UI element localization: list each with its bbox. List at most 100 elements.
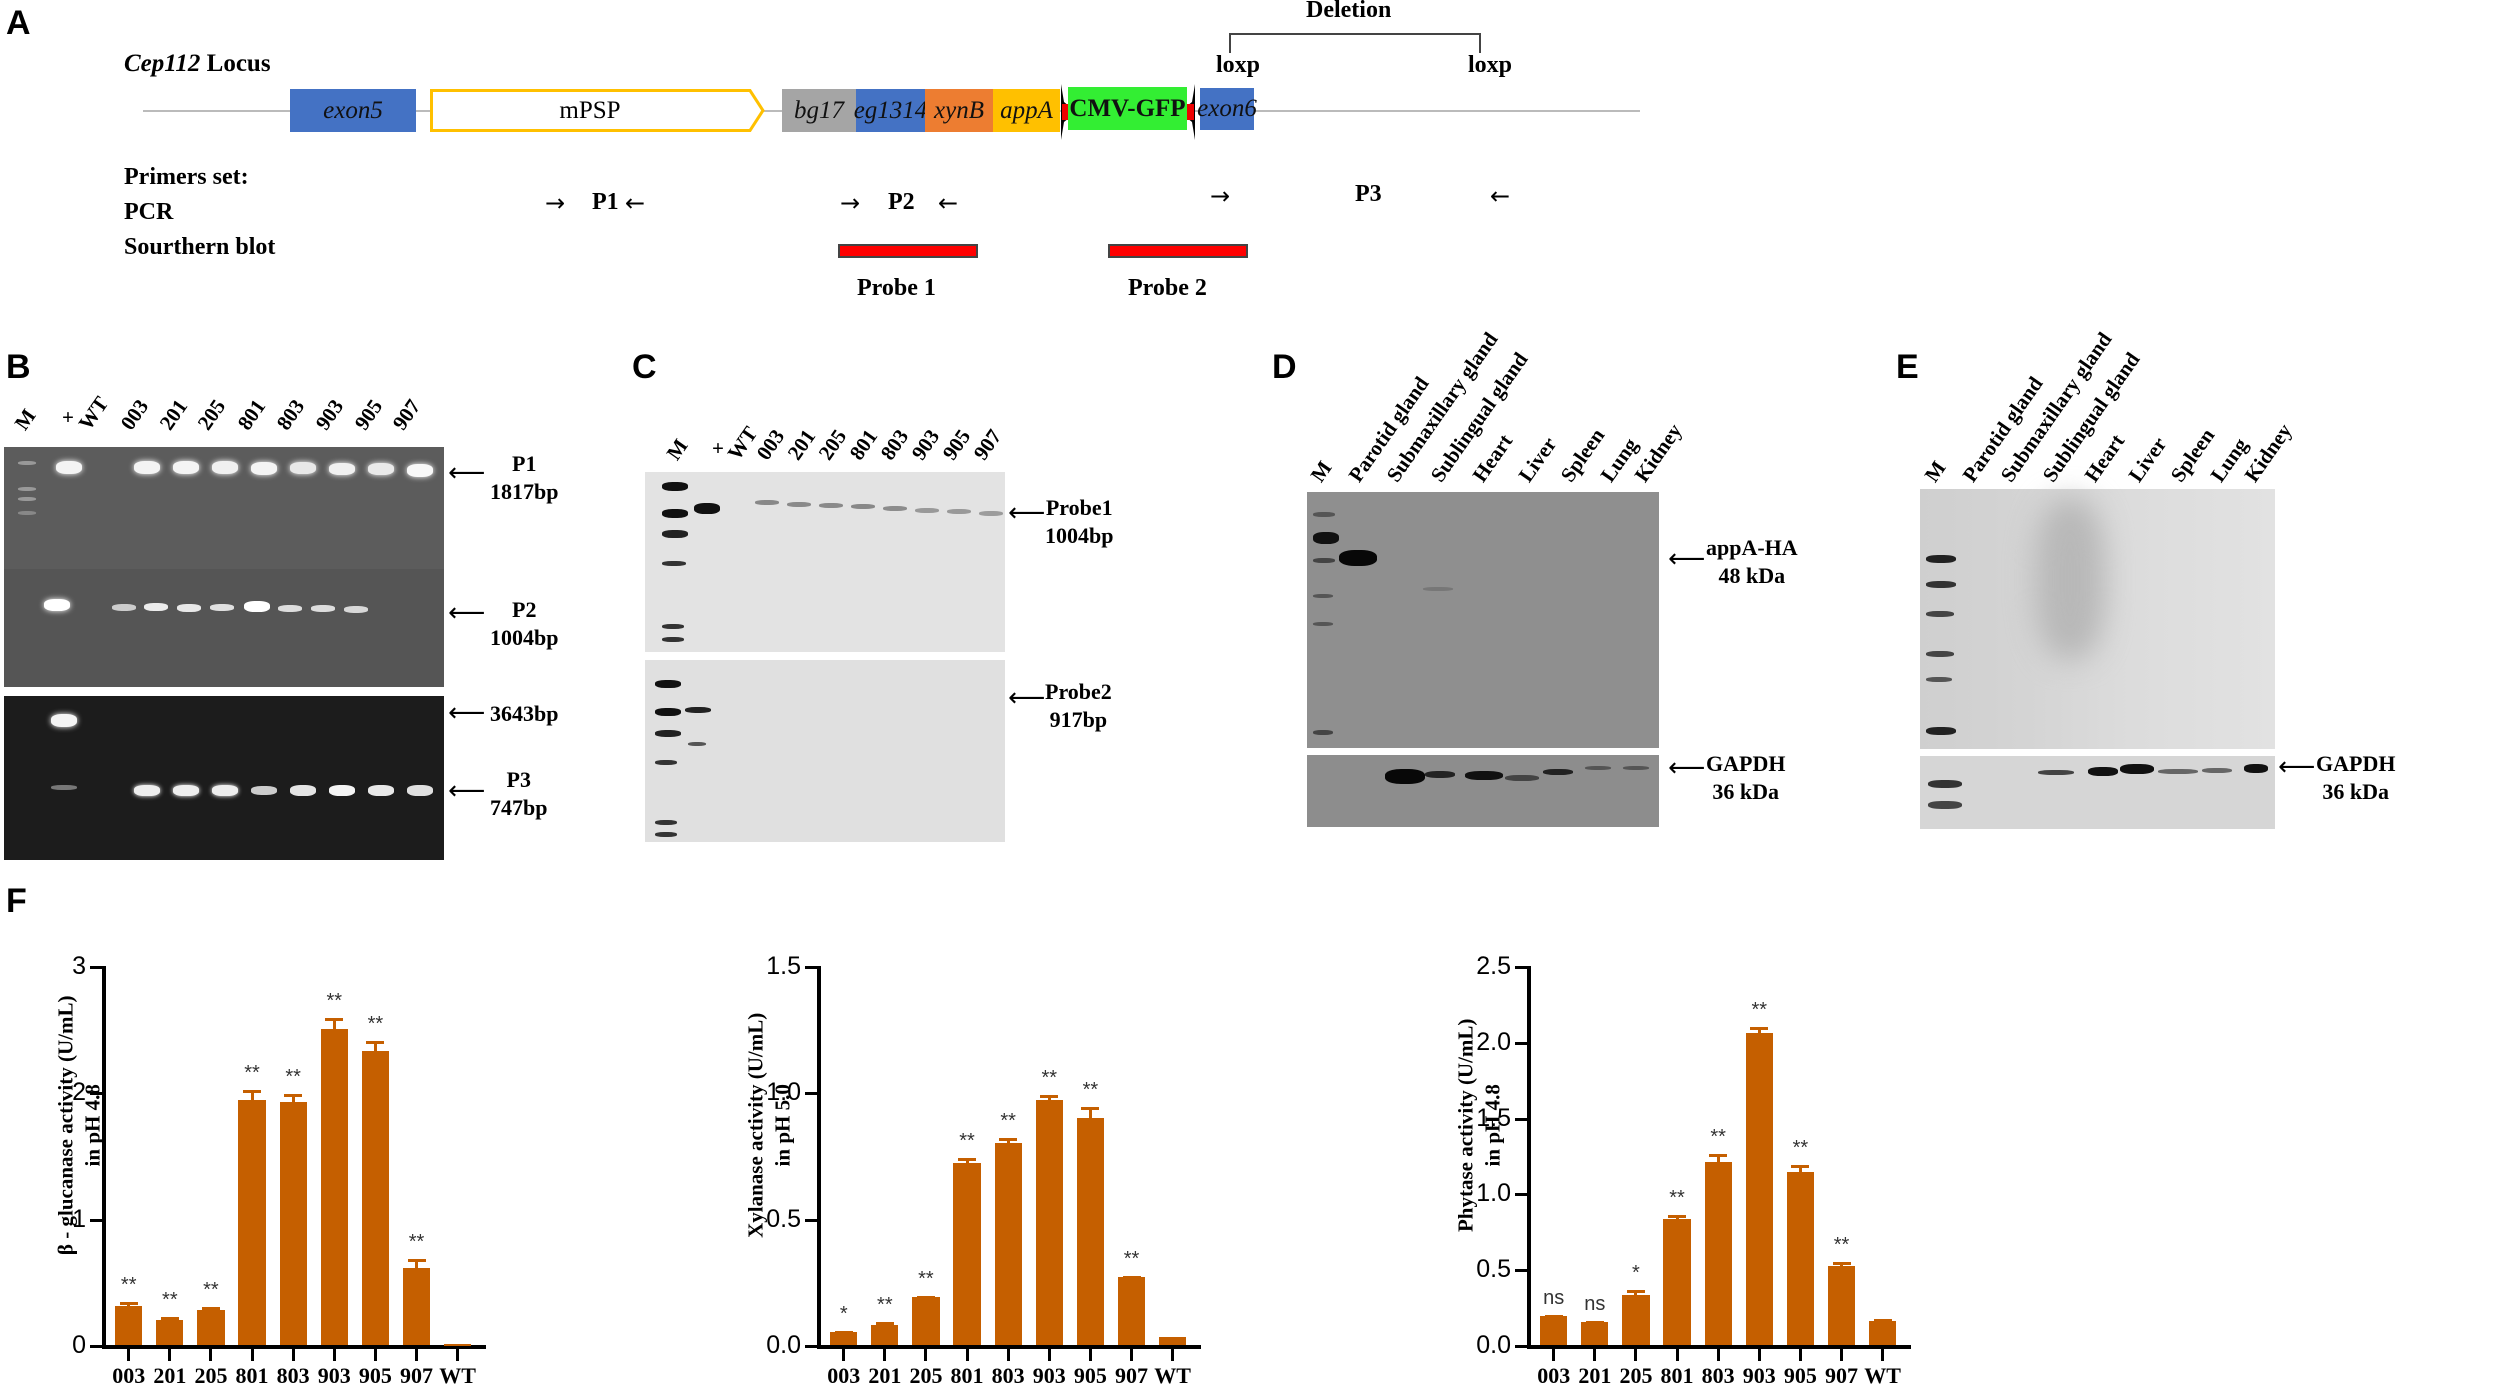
gel-band <box>134 785 160 796</box>
ladder-band <box>1926 651 1954 657</box>
x-tick <box>1552 1349 1556 1361</box>
ladder-band <box>662 624 684 629</box>
gel-band <box>173 785 199 796</box>
x-tick <box>842 1349 846 1361</box>
western-blot-appa <box>1307 492 1659 748</box>
ladder-band <box>662 637 684 642</box>
x-tick-label: 903 <box>1032 1363 1066 1388</box>
gapdh-band <box>2120 764 2154 774</box>
x-tick-label: 907 <box>1115 1363 1148 1388</box>
x-tick-label: 803 <box>1701 1363 1735 1388</box>
x-tick <box>1006 1349 1010 1361</box>
error-bar-cap <box>1122 1275 1141 1279</box>
error-bar <box>1757 1026 1761 1033</box>
western-blot-gapdh <box>1307 755 1659 827</box>
protein-name: appA-HA <box>1706 535 1798 560</box>
x-tick-label: 907 <box>1825 1363 1858 1388</box>
significance-marker: ** <box>1751 998 1768 1021</box>
x-tick-label: 201 <box>153 1363 187 1388</box>
lane-label: + <box>712 436 724 460</box>
y-axis <box>1527 966 1531 1347</box>
blot-band <box>851 504 875 509</box>
lane-label: 801 <box>232 394 271 435</box>
x-tick-label: 803 <box>991 1363 1025 1388</box>
faint-band <box>1423 587 1453 591</box>
x-tick <box>965 1349 969 1361</box>
gel-p1 <box>4 447 444 583</box>
x-tick-label: 003 <box>827 1363 861 1388</box>
lane-label: 905 <box>349 394 388 435</box>
significance-marker: ns <box>1584 1292 1606 1315</box>
significance-marker: ** <box>1123 1247 1140 1270</box>
significance-marker: ** <box>1792 1136 1809 1159</box>
y-tick <box>90 1345 102 1348</box>
bar <box>912 1296 940 1345</box>
bar <box>197 1309 225 1345</box>
x-tick-label: 903 <box>317 1363 351 1388</box>
y-tick <box>1515 1345 1527 1348</box>
lane-label: 003 <box>751 424 790 465</box>
x-tick <box>209 1349 213 1361</box>
product-size: 1817bp <box>490 478 559 504</box>
y-tick-label: 1.5 <box>1476 1103 1511 1132</box>
y-tick-label: 1 <box>72 1204 86 1233</box>
y-tick-label: 1.0 <box>766 1078 801 1107</box>
bar <box>156 1319 184 1345</box>
x-tick <box>1716 1349 1720 1361</box>
lane-label: M <box>1305 456 1337 487</box>
x-tick <box>1798 1349 1802 1361</box>
gel-band <box>368 463 394 475</box>
x-tick <box>456 1349 460 1361</box>
x-tick <box>332 1349 336 1361</box>
ladder-band <box>655 680 681 688</box>
x-tick-label: 201 <box>1578 1363 1612 1388</box>
y-tick-label: 0.5 <box>1476 1255 1511 1284</box>
bar <box>1159 1337 1187 1345</box>
panel-letter-f: F <box>6 882 27 920</box>
ladder-band <box>655 832 677 837</box>
y-tick <box>1515 1117 1527 1121</box>
significance-marker: ** <box>1710 1125 1726 1148</box>
probe1-blot-label: Probe1 1004bp <box>1045 494 1113 549</box>
appa-ha-label: appA-HA 48 kDa <box>1706 534 1798 589</box>
error-bar <box>373 1040 377 1051</box>
gapdh-band <box>2244 764 2268 773</box>
gel-band <box>51 714 77 727</box>
blot-band <box>979 511 1003 516</box>
locus-title: Cep112 Locus <box>124 50 271 78</box>
lane-label: + <box>62 405 74 429</box>
y-tick <box>90 966 102 969</box>
blot-band <box>915 508 939 513</box>
panel-letter-a: A <box>6 4 31 42</box>
x-tick-label: 205 <box>194 1363 228 1388</box>
arrow-left-icon: ⟵ <box>1008 498 1046 528</box>
x-tick-label: 003 <box>112 1363 146 1388</box>
ladder-band <box>18 487 36 491</box>
probe2-blot-label: Probe2 917bp <box>1045 678 1112 733</box>
error-bar-cap <box>243 1089 262 1093</box>
error-bar-cap <box>325 1017 344 1021</box>
southern-blot-probe2 <box>645 660 1005 842</box>
error-bar-cap <box>1832 1261 1851 1265</box>
arrow-left-icon: ⟵ <box>1668 753 1706 783</box>
arrow-left-icon: ⟵ <box>448 776 486 806</box>
deletion-label: Deletion <box>1306 0 1392 23</box>
x-tick <box>250 1349 254 1361</box>
gel-band <box>344 606 368 613</box>
error-bar-cap <box>1081 1107 1100 1111</box>
error-bar <box>1088 1107 1092 1118</box>
probe1-label: Probe 1 <box>857 275 936 301</box>
significance-marker: ** <box>285 1065 301 1088</box>
primer-forward-arrow-icon: → <box>840 189 861 217</box>
panel-letter-d: D <box>1272 348 1297 386</box>
y-tick <box>805 966 817 969</box>
x-tick-label: 905 <box>358 1363 392 1388</box>
y-tick-label: 2.5 <box>1476 952 1511 980</box>
x-tick-label: 905 <box>1073 1363 1107 1388</box>
ladder-band <box>1928 780 1962 788</box>
probe-name: Probe2 <box>1045 679 1112 704</box>
bar <box>402 1267 431 1345</box>
y-tick-label: 2.0 <box>1476 1027 1511 1056</box>
lane-label: 907 <box>968 424 1007 465</box>
bar <box>444 1343 472 1346</box>
